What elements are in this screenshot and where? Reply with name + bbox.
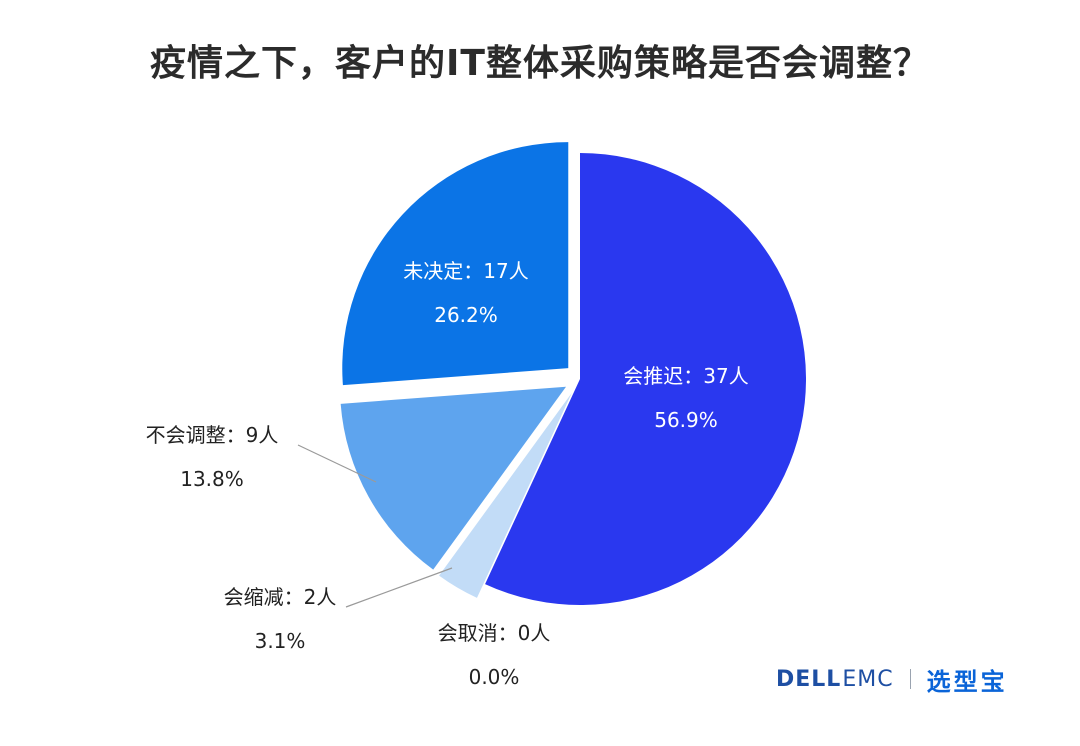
logo-divider: [909, 669, 911, 689]
xuanxingbao-logo-text: 选型宝: [926, 667, 1008, 696]
leader-lines: [297, 444, 453, 608]
pie-slice-postpone: [485, 153, 807, 606]
slice-label-undecided: 未决定：17人: [403, 259, 528, 283]
emc-logo-text: EMC: [842, 666, 894, 692]
dell-logo-text: DELL: [776, 666, 842, 692]
pie-slice-no-change: [340, 386, 567, 570]
slice-label-reduce: 会缩减：2人: [224, 585, 337, 609]
pie-slices: [340, 142, 807, 606]
slice-percent-reduce: 3.1%: [255, 629, 306, 653]
slice-percent-postpone: 56.9%: [654, 408, 718, 432]
slice-percent-cancel: 0.0%: [469, 665, 520, 689]
chart-title: 疫情之下，客户的IT整体采购策略是否会调整？: [150, 43, 930, 84]
leader-line-no-change: [297, 444, 377, 483]
slice-label-no-change: 不会调整：9人: [146, 423, 279, 447]
leader-line-reduce: [345, 567, 453, 608]
slice-labels: 会推迟：37人 56.9% 会取消：0人 0.0% 会缩减：2人 3.1% 不会调整：9人 1…: [146, 259, 749, 689]
slice-label-postpone: 会推迟：37人: [623, 364, 748, 388]
slice-label-cancel: 会取消：0人: [438, 621, 551, 645]
slice-percent-no-change: 13.8%: [180, 467, 244, 491]
slice-percent-undecided: 26.2%: [434, 303, 498, 327]
pie-slice-reduce: [439, 392, 572, 598]
brand-logo: DELL EMC 选型宝: [776, 664, 1008, 696]
pie-slice-undecided: [342, 142, 569, 386]
